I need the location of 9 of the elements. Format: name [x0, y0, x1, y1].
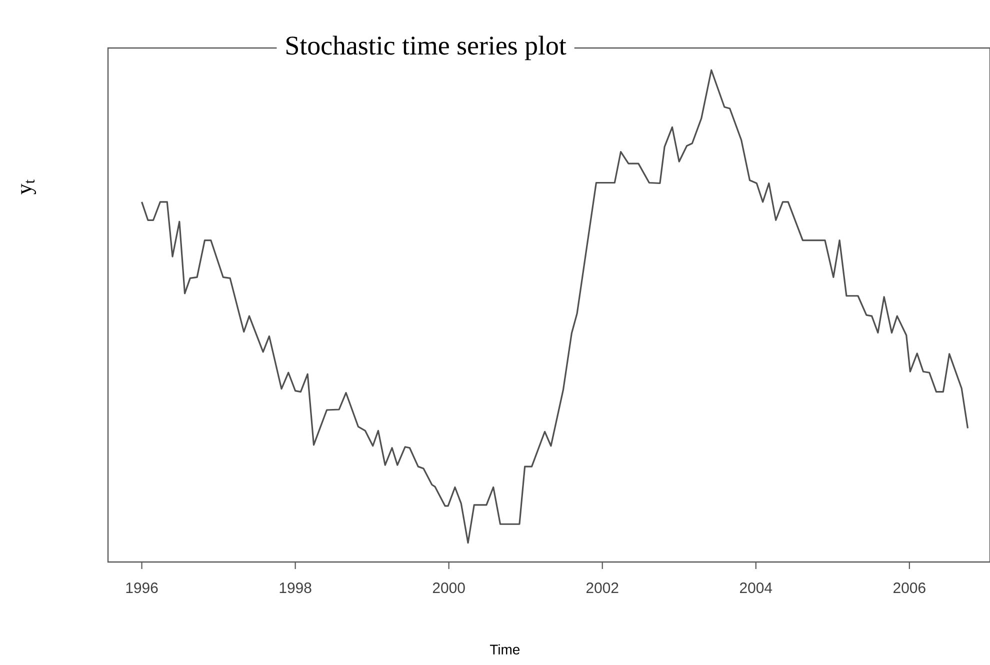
y-axis-title: y$_{t}$ — [21, 179, 36, 194]
x-tick-label: 2002 — [586, 582, 618, 594]
x-tick-label: 2000 — [432, 582, 465, 594]
x-tick-label: 2006 — [894, 582, 926, 594]
chart-title: Stochastic time series plot — [286, 36, 566, 60]
x-axis-title: Time — [490, 644, 520, 654]
x-tick-label: 2004 — [740, 582, 772, 594]
x-tick-label: 1998 — [280, 582, 312, 594]
x-tick-label: 1996 — [126, 582, 158, 594]
